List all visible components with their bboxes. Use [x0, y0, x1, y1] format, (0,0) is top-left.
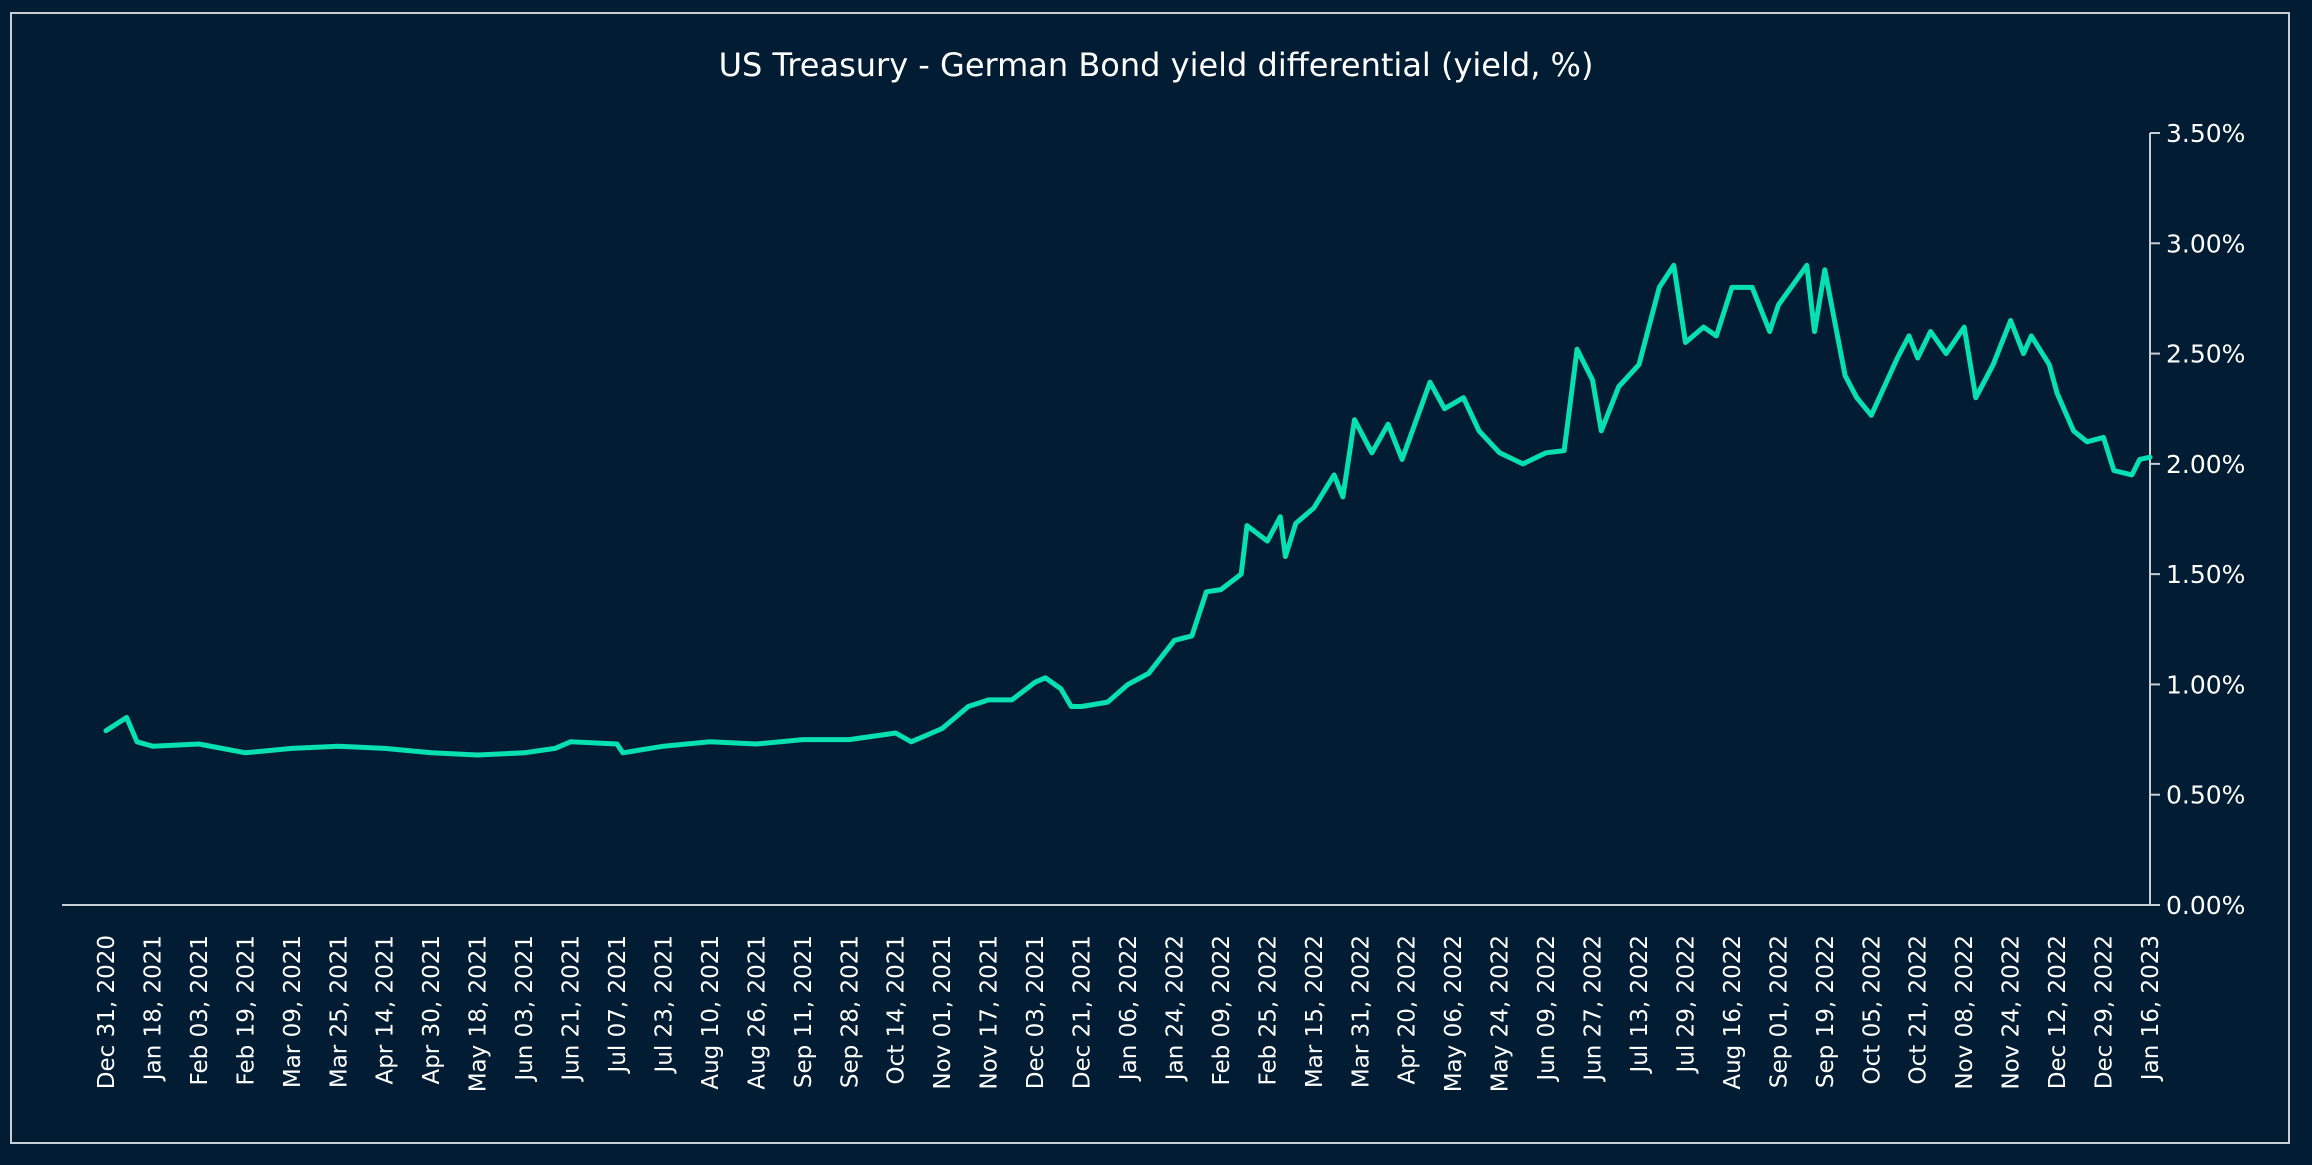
y-tick-label: 3.00% [2166, 229, 2245, 258]
x-tick-label: Jul 23, 2021 [651, 935, 677, 1074]
x-tick-label: Sep 01, 2022 [1766, 935, 1792, 1088]
x-tick-label: Apr 14, 2021 [373, 935, 399, 1085]
x-tick-label: Mar 09, 2021 [280, 935, 306, 1088]
x-tick-label: Nov 01, 2021 [930, 935, 956, 1090]
x-tick-label: Mar 15, 2022 [1302, 935, 1328, 1088]
x-tick-label: Dec 03, 2021 [1023, 935, 1049, 1089]
y-tick-label: 1.50% [2166, 560, 2245, 589]
x-tick-label: Aug 10, 2021 [698, 935, 724, 1090]
x-tick-label: Jun 03, 2021 [512, 935, 538, 1083]
x-tick-label: Jan 18, 2021 [140, 935, 166, 1082]
x-tick-label: Apr 30, 2021 [419, 935, 445, 1085]
chart-title: US Treasury - German Bond yield differen… [719, 46, 1594, 84]
x-tick-label: Oct 14, 2021 [884, 935, 910, 1085]
x-tick-label: Oct 05, 2022 [1859, 935, 1885, 1085]
x-tick-label: Jan 16, 2023 [2138, 935, 2164, 1082]
x-tick-label: May 06, 2022 [1441, 935, 1467, 1092]
y-tick-label: 0.00% [2166, 891, 2245, 920]
x-tick-label: Dec 31, 2020 [94, 935, 120, 1089]
x-tick-label: Jun 21, 2021 [559, 935, 585, 1083]
x-tick-label: May 18, 2021 [466, 935, 492, 1092]
x-tick-label: Feb 25, 2022 [1255, 935, 1281, 1085]
x-tick-label: Sep 28, 2021 [837, 935, 863, 1088]
y-tick-label: 3.50% [2166, 119, 2245, 148]
x-tick-label: Feb 19, 2021 [233, 935, 259, 1085]
y-tick-label: 1.00% [2166, 670, 2245, 699]
chart-frame [10, 12, 2290, 1144]
x-tick-label: Jan 24, 2022 [1162, 935, 1188, 1082]
x-tick-label: Sep 19, 2022 [1813, 935, 1839, 1088]
x-tick-label: Nov 08, 2022 [1952, 935, 1978, 1090]
x-tick-label: Nov 17, 2021 [977, 935, 1003, 1090]
x-tick-label: Mar 31, 2022 [1348, 935, 1374, 1088]
x-tick-label: Jul 07, 2021 [605, 935, 631, 1074]
y-tick-label: 2.00% [2166, 450, 2245, 479]
x-tick-label: Apr 20, 2022 [1395, 935, 1421, 1085]
x-tick-label: Jun 27, 2022 [1581, 935, 1607, 1083]
y-tick-label: 0.50% [2166, 781, 2245, 810]
x-tick-label: May 24, 2022 [1488, 935, 1514, 1092]
x-tick-label: Jan 06, 2022 [1116, 935, 1142, 1082]
x-tick-label: Jul 13, 2022 [1627, 935, 1653, 1074]
x-tick-label: Jun 09, 2022 [1534, 935, 1560, 1083]
x-tick-label: Feb 09, 2022 [1209, 935, 1235, 1085]
x-tick-label: Oct 21, 2022 [1906, 935, 1932, 1085]
x-tick-label: Aug 26, 2021 [744, 935, 770, 1090]
x-tick-label: Nov 24, 2022 [1999, 935, 2025, 1090]
x-tick-label: Dec 21, 2021 [1070, 935, 1096, 1089]
x-tick-label: Mar 25, 2021 [326, 935, 352, 1088]
x-tick-label: Feb 03, 2021 [187, 935, 213, 1085]
x-tick-label: Dec 29, 2022 [2092, 935, 2118, 1089]
x-tick-label: Dec 12, 2022 [2045, 935, 2071, 1089]
y-tick-label: 2.50% [2166, 340, 2245, 369]
x-tick-label: Sep 11, 2021 [791, 935, 817, 1088]
x-tick-label: Aug 16, 2022 [1720, 935, 1746, 1090]
x-tick-label: Jul 29, 2022 [1673, 935, 1699, 1074]
series-line [103, 262, 2153, 758]
